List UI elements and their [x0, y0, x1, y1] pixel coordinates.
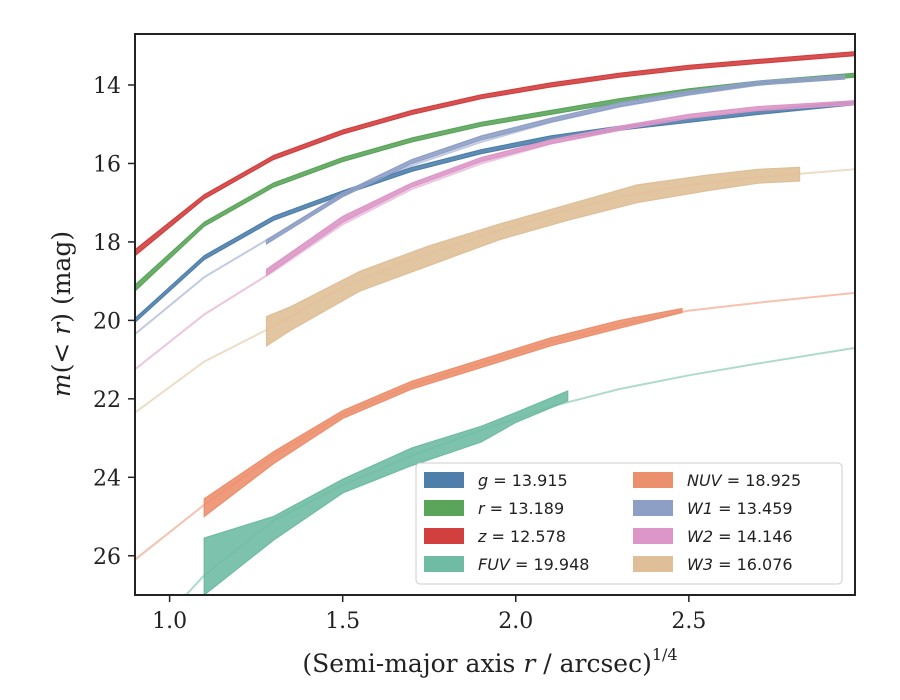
legend-swatch-w3	[633, 556, 673, 572]
plot-frame	[134, 33, 856, 596]
legend-label-nuv: NUV = 18.925	[687, 471, 801, 490]
y-tick-label: 18	[93, 231, 121, 256]
legend-label-g: g = 13.915	[478, 471, 568, 490]
y-tick-label: 16	[93, 152, 121, 177]
legend: g = 13.915 r = 13.189 z = 12.578 FUV = 19.9…	[415, 462, 843, 585]
y-tick-label: 24	[93, 466, 121, 491]
band-nuv	[203, 307, 683, 518]
x-tick-label: 2.0	[498, 609, 533, 634]
x-tick-label: 1.5	[325, 609, 360, 634]
band-w2	[265, 100, 855, 277]
x-tick-label: 1.0	[152, 609, 187, 634]
legend-label-fuv: FUV = 19.948	[478, 555, 589, 574]
legend-label-w3: W3 = 16.076	[687, 555, 793, 574]
y-tick-label: 22	[93, 388, 121, 413]
legend-swatch-nuv	[633, 472, 673, 488]
legend-swatch-r	[424, 500, 464, 516]
legend-box	[415, 462, 843, 585]
x-axis-label: (Semi-major axis r / arcsec)1/4	[302, 645, 677, 678]
band-w1	[265, 74, 846, 245]
legend-label-r: r = 13.189	[478, 499, 564, 518]
x-axis: 1.0 1.5 2.0 2.5	[152, 595, 706, 634]
y-axis-label: m(< r) (mag)	[47, 231, 76, 397]
legend-swatch-g	[424, 472, 464, 488]
legend-label-w2: W2 = 14.146	[687, 527, 793, 546]
legend-label-w1: W1 = 13.459	[687, 499, 793, 518]
plot-area	[135, 51, 855, 595]
band-z	[135, 51, 855, 257]
band-r	[135, 72, 855, 292]
legend-label-z: z = 12.578	[477, 527, 566, 546]
band-fuv	[203, 390, 569, 595]
legend-swatch-w2	[633, 528, 673, 544]
y-tick-label: 26	[93, 545, 121, 570]
x-tick-label: 2.5	[671, 609, 706, 634]
y-tick-label: 20	[93, 309, 121, 334]
y-tick-label: 14	[93, 74, 121, 99]
legend-swatch-z	[424, 528, 464, 544]
legend-swatch-w1	[633, 500, 673, 516]
y-axis: 14 16 18 20 22 24 26	[93, 74, 135, 570]
legend-swatch-fuv	[424, 556, 464, 572]
band-w3	[265, 166, 801, 348]
